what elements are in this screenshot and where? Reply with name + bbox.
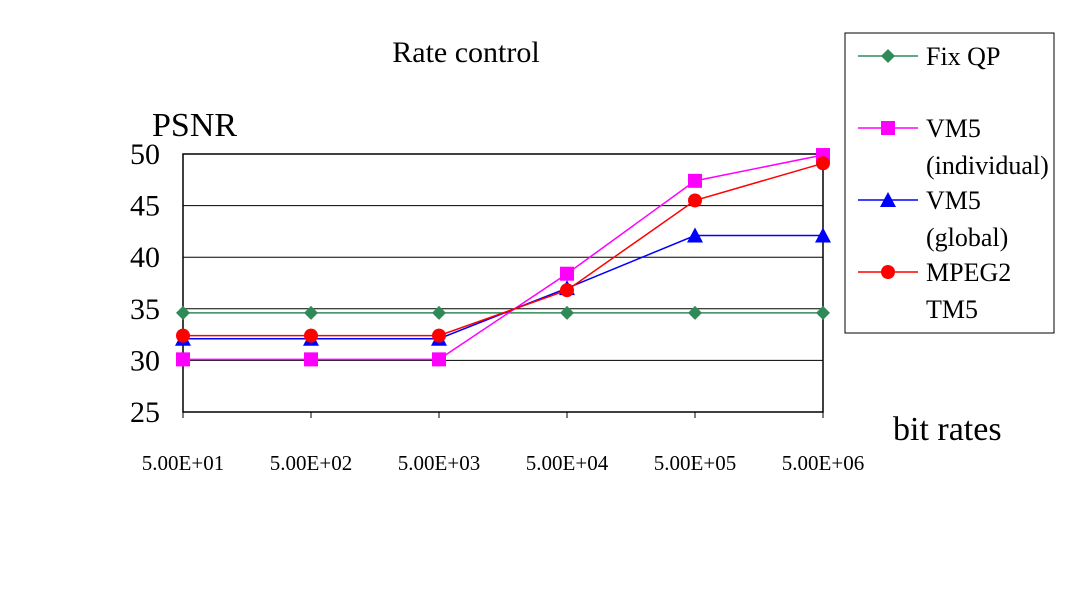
x-tick-label: 5.00E+05 xyxy=(654,451,736,475)
data-point xyxy=(304,305,318,320)
data-point xyxy=(688,173,702,188)
y-tick-label: 30 xyxy=(130,344,160,377)
y-tick-label: 25 xyxy=(130,396,160,429)
x-tick-label: 5.00E+06 xyxy=(782,451,864,475)
x-axis-label: bit rates xyxy=(893,411,1002,448)
legend-label: TM5 xyxy=(926,295,978,324)
plot-frame xyxy=(182,153,824,413)
data-point xyxy=(560,283,574,298)
y-tick-label: 35 xyxy=(130,293,160,326)
legend: Fix QP VM5 (individual) VM5 (global) MPEG2 TM5 xyxy=(844,32,1055,334)
x-tick-label: 5.00E+04 xyxy=(526,451,609,475)
legend-box xyxy=(844,32,1055,334)
x-tick-label: 5.00E+02 xyxy=(270,451,352,475)
y-tick-label: 45 xyxy=(130,190,160,223)
y-tick-label: 50 xyxy=(130,138,160,171)
data-point xyxy=(560,266,574,281)
legend-item: VM5 (individual) xyxy=(858,114,1049,180)
legend-label: MPEG2 xyxy=(926,258,1011,287)
data-point xyxy=(816,305,830,320)
legend-label: Fix QP xyxy=(926,42,1000,71)
legend-item: Fix QP xyxy=(858,42,1000,71)
legend-label: (individual) xyxy=(926,151,1049,180)
legend-label: VM5 xyxy=(926,186,981,215)
data-point xyxy=(688,305,702,320)
data-point xyxy=(432,352,446,367)
legend-marker xyxy=(880,192,896,207)
x-tick-label: 5.00E+03 xyxy=(398,451,480,475)
data-point xyxy=(688,193,702,208)
data-point xyxy=(816,156,830,171)
data-point xyxy=(815,227,831,243)
data-point xyxy=(176,352,190,367)
series-layer xyxy=(175,148,831,367)
x-tick-label: 5.00E+01 xyxy=(142,451,224,475)
legend-marker xyxy=(881,265,895,279)
data-point xyxy=(304,352,318,367)
data-point xyxy=(304,328,318,343)
data-point xyxy=(560,305,574,320)
data-point xyxy=(687,227,703,243)
legend-label: (global) xyxy=(926,223,1008,252)
data-point xyxy=(432,328,446,343)
data-point xyxy=(176,305,190,320)
legend-item: VM5 (global) xyxy=(858,186,1008,252)
legend-label: VM5 xyxy=(926,114,981,143)
legend-marker xyxy=(881,121,895,135)
series-2 xyxy=(175,227,831,346)
y-axis-label: PSNR xyxy=(152,107,237,144)
series-3 xyxy=(176,156,830,343)
y-tick-label: 40 xyxy=(130,241,160,274)
series-line xyxy=(183,234,823,340)
series-line xyxy=(183,162,824,337)
chart-title: Rate control xyxy=(392,36,539,69)
grid xyxy=(183,205,823,361)
axes: 50 45 40 35 30 25 5.00E+01 5.00E+02 5.00E+03 5.00… xyxy=(130,138,864,475)
data-point xyxy=(176,328,190,343)
series-line xyxy=(183,154,824,361)
series-1 xyxy=(176,148,830,367)
legend-marker xyxy=(881,49,895,63)
legend-item: MPEG2 TM5 xyxy=(858,258,1011,324)
series-0 xyxy=(176,305,830,320)
data-point xyxy=(432,305,446,320)
